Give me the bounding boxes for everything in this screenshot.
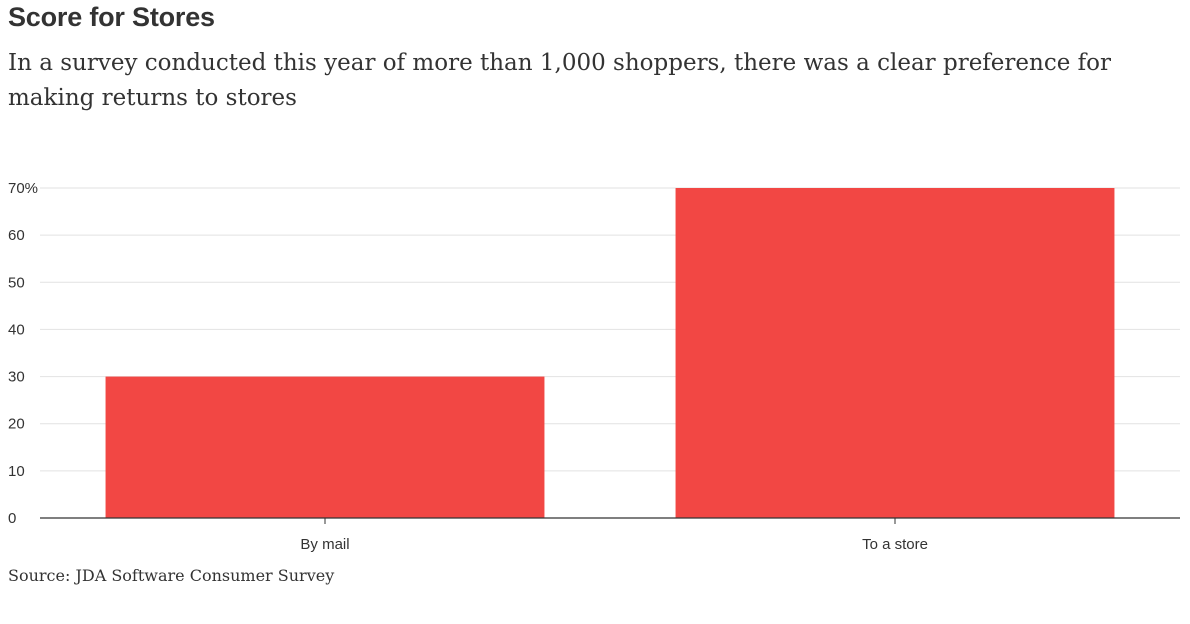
y-tick-label: 0 bbox=[8, 510, 16, 527]
y-tick-label: 50 bbox=[8, 274, 25, 291]
chart-title: Score for Stores bbox=[8, 2, 215, 32]
bar-chart: 0 10 20 30 40 50 60 70% By mail To a store bbox=[8, 180, 1180, 553]
x-tick-label: By mail bbox=[300, 536, 349, 553]
y-tick-label: 70% bbox=[8, 180, 38, 197]
bar bbox=[675, 188, 1115, 518]
axes: 0 10 20 30 40 50 60 70% By mail To a store bbox=[8, 180, 1180, 553]
bars bbox=[105, 188, 1115, 518]
source-note: Source: JDA Software Consumer Survey bbox=[8, 566, 335, 585]
bar bbox=[105, 376, 545, 518]
y-tick-label: 10 bbox=[8, 463, 25, 480]
y-tick-label: 60 bbox=[8, 227, 25, 244]
y-tick-label: 20 bbox=[8, 416, 25, 433]
chart-subtitle: In a survey conducted this year of more … bbox=[8, 50, 1112, 111]
y-tick-label: 30 bbox=[8, 369, 25, 386]
x-tick-label: To a store bbox=[862, 536, 928, 553]
y-tick-label: 40 bbox=[8, 321, 25, 338]
